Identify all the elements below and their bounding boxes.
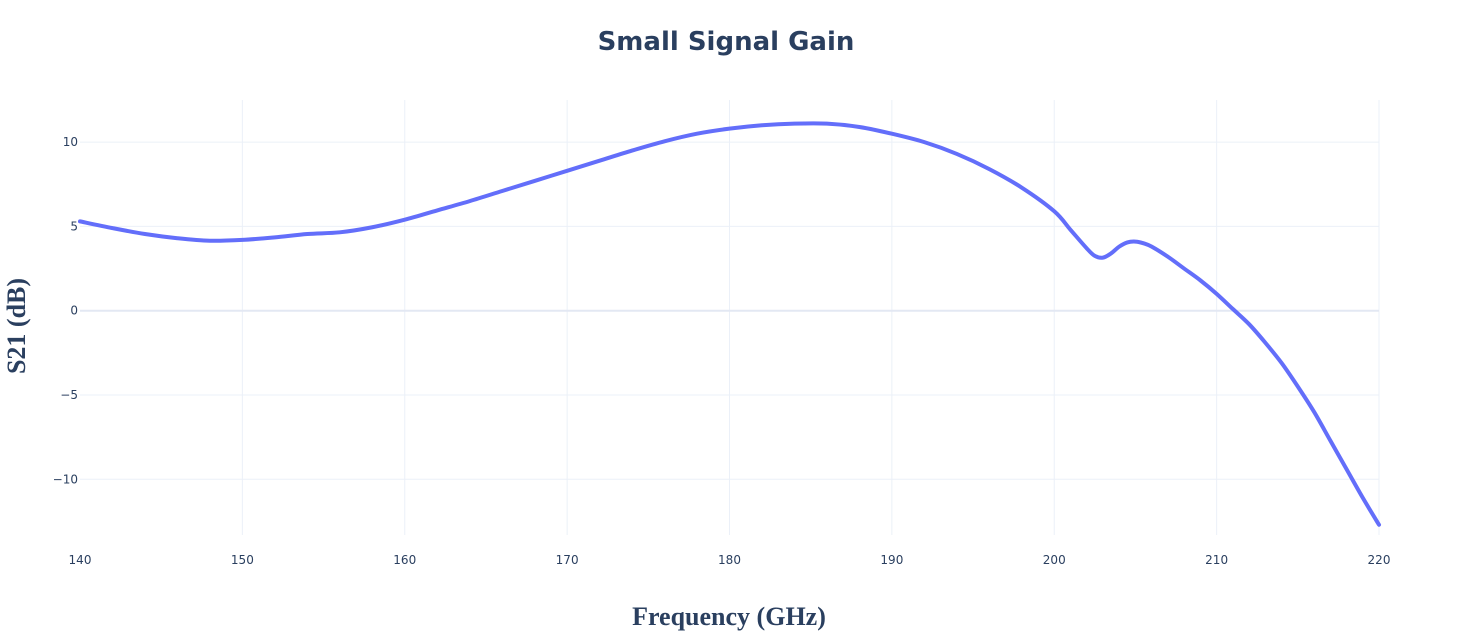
y-tick-label: 0: [70, 304, 78, 318]
y-tick-label: −10: [53, 472, 78, 486]
x-tick-label: 150: [231, 553, 254, 567]
x-tick-label: 140: [69, 553, 92, 567]
x-tick-label: 180: [718, 553, 741, 567]
x-tick-label: 210: [1205, 553, 1228, 567]
x-tick-label: 190: [880, 553, 903, 567]
x-axis-title: Frequency (GHz): [632, 602, 826, 631]
x-tick-label: 200: [1043, 553, 1066, 567]
series-layer: [78, 121, 1381, 527]
x-tick-label: 160: [393, 553, 416, 567]
y-tick-label: 10: [63, 135, 78, 149]
y-tick-label: 5: [70, 219, 78, 233]
x-tick-labels: 140 150 160 170 180 190 200 210 220: [69, 553, 1391, 567]
x-tick-label: 170: [556, 553, 579, 567]
y-tick-labels: 10 5 0 −5 −10: [53, 135, 78, 486]
y-axis-title: S21 (dB): [2, 278, 31, 374]
y-gridlines: [80, 141, 1379, 480]
y-tick-label: −5: [60, 388, 78, 402]
x-tick-label: 220: [1368, 553, 1391, 567]
s21-series-line: [78, 121, 1381, 527]
chart-title: Small Signal Gain: [598, 27, 855, 57]
